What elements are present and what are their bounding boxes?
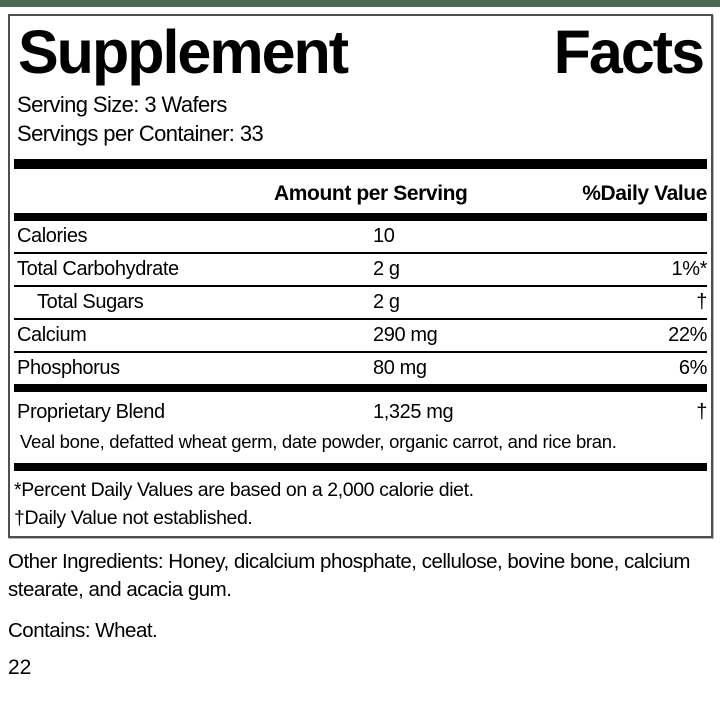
column-header-daily-value: %Daily Value	[582, 182, 707, 205]
nutrient-name: Calories	[17, 225, 88, 247]
nutrient-name: Total Sugars	[37, 291, 144, 313]
column-header-amount: Amount per Serving	[274, 182, 468, 205]
nutrient-amount: 1,325 mg	[373, 401, 454, 423]
below-panel-text: Other Ingredients: Honey, dicalcium phos…	[8, 548, 702, 682]
nutrient-name: Calcium	[17, 324, 87, 346]
nutrient-name: Proprietary Blend	[17, 401, 165, 423]
page-number: 22	[8, 656, 32, 679]
panel-inner: Supplement Facts Serving Size: 3 Wafers …	[10, 16, 711, 536]
footnotes: *Percent Daily Values are based on a 2,0…	[14, 471, 707, 532]
nutrient-daily-value: †	[696, 401, 707, 423]
title-word-facts: Facts	[553, 18, 705, 86]
nutrient-daily-value: 6%	[678, 357, 708, 379]
divider-blend-top	[14, 384, 707, 392]
nutrient-name: Phosphorus	[17, 357, 120, 379]
nutrient-amount: 2 g	[373, 258, 400, 280]
nutrient-amount: 80 mg	[373, 357, 427, 379]
nutrient-row-total-sugars: Total Sugars 2 g †	[14, 287, 707, 320]
nutrient-daily-value: †	[696, 291, 707, 313]
nutrient-row-calcium: Calcium 290 mg 22%	[14, 320, 707, 353]
serving-info: Serving Size: 3 Wafers Servings per Cont…	[14, 90, 707, 148]
nutrient-amount: 10	[373, 225, 395, 247]
nutrient-amount: 2 g	[373, 291, 400, 313]
divider-footnote-top	[14, 463, 707, 471]
nutrient-row-proprietary-blend: Proprietary Blend 1,325 mg †	[14, 392, 707, 428]
supplement-facts-panel: Supplement Facts Serving Size: 3 Wafers …	[8, 14, 713, 538]
divider-heavy-top	[14, 159, 707, 169]
other-ingredients-text: Other Ingredients: Honey, dicalcium phos…	[8, 550, 690, 601]
proprietary-blend-ingredients: Veal bone, defatted wheat germ, date pow…	[20, 431, 617, 452]
green-accent-bar	[0, 0, 720, 7]
nutrient-daily-value: 1%*	[671, 258, 708, 280]
contains-statement: Contains: Wheat.	[8, 619, 158, 642]
nutrient-amount: 290 mg	[373, 324, 438, 346]
nutrient-row-total-carbohydrate: Total Carbohydrate 2 g 1%*	[14, 254, 707, 287]
nutrient-daily-value: 22%	[668, 324, 707, 346]
serving-size: Serving Size: 3 Wafers	[17, 92, 227, 117]
nutrient-row-calories: Calories 10	[14, 221, 707, 254]
divider-header-bottom	[14, 213, 707, 221]
footnote-percent-daily-value: *Percent Daily Values are based on a 2,0…	[14, 479, 474, 501]
panel-title: Supplement Facts	[14, 16, 707, 86]
column-header-row: Amount per Serving %Daily Value	[14, 169, 707, 213]
title-word-supplement: Supplement	[18, 18, 349, 86]
nutrient-row-phosphorus: Phosphorus 80 mg 6%	[14, 353, 707, 384]
footnote-daily-value-not-established: †Daily Value not established.	[14, 507, 253, 529]
servings-per-container: Servings per Container: 33	[17, 121, 264, 146]
nutrient-name: Total Carbohydrate	[17, 258, 179, 280]
